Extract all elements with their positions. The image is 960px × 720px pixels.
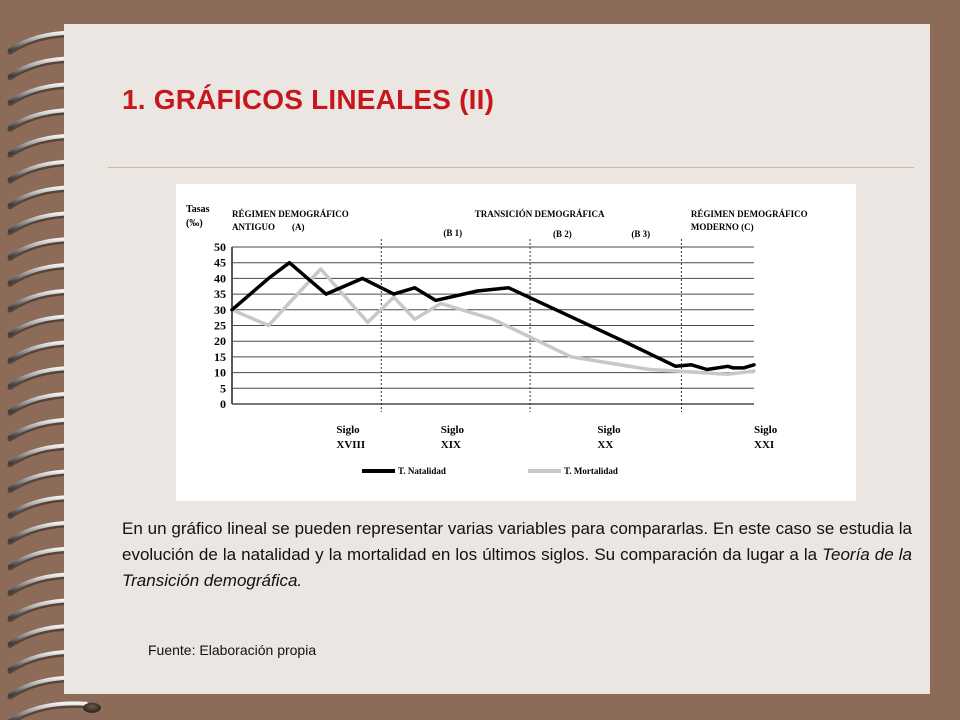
legend-item: T. Mortalidad [528, 466, 618, 476]
phase-annotation: (B 1) [443, 228, 462, 238]
y-axis-label: Tasas [186, 204, 210, 215]
y-tick-label: 10 [214, 366, 226, 380]
chart-panel: Tasas (‰) 0 5 10 15 20 25 30 35 40 45 50 RÉGIMEN D… [176, 184, 856, 501]
x-tick-label: Siglo [754, 424, 778, 436]
x-tick-label: XXI [754, 439, 774, 451]
y-tick-label: 0 [220, 397, 226, 411]
x-tick-label: Siglo [336, 424, 360, 436]
legend-label: T. Mortalidad [564, 466, 618, 476]
y-tick-label: 50 [214, 240, 226, 254]
phase-annotation: ANTIGUO [232, 222, 275, 232]
y-tick-label: 25 [214, 319, 226, 333]
description-emphasis: Teoría de la Transición demográfica. [122, 545, 912, 590]
source-note: Fuente: Elaboración propia [148, 642, 317, 658]
x-tick-label: XVIII [336, 439, 365, 451]
phase-annotation: (B 3) [631, 229, 650, 239]
y-tick-label: 45 [214, 256, 226, 270]
slide-title: 1. GRÁFICOS LINEALES (II) [122, 84, 495, 115]
y-tick-label: 5 [220, 381, 226, 395]
series-line-t-natalidad [230, 260, 756, 372]
x-tick-label: Siglo [441, 424, 465, 436]
y-axis-unit: (‰) [186, 218, 203, 229]
binding-ring [8, 701, 101, 720]
phase-annotation: (A) [292, 222, 305, 232]
y-tick-label: 30 [214, 303, 226, 317]
phase-annotation: MODERNO (C) [691, 222, 754, 232]
y-tick-label: 20 [214, 334, 226, 348]
phase-annotation: RÉGIMEN DEMOGRÁFICO [232, 209, 349, 219]
x-tick-label: Siglo [597, 424, 621, 436]
description-paragraph: En un gráfico lineal se pueden represent… [122, 516, 912, 594]
series-line-t-mortalidad [230, 267, 756, 376]
phase-annotation: RÉGIMEN DEMOGRÁFICO [691, 209, 808, 219]
x-tick-label: XIX [441, 439, 461, 451]
y-tick-label: 40 [214, 271, 226, 285]
legend-label: T. Natalidad [398, 466, 446, 476]
phase-annotation: TRANSICIÓN DEMOGRÁFICA [475, 209, 605, 219]
y-tick-label: 15 [214, 350, 226, 364]
phase-annotation: (B 2) [553, 229, 572, 239]
x-tick-label: XX [597, 439, 613, 451]
y-tick-label: 35 [214, 287, 226, 301]
legend-item: T. Natalidad [362, 466, 446, 476]
description-text: En un gráfico lineal se pueden represent… [122, 519, 912, 564]
title-divider [108, 167, 914, 168]
